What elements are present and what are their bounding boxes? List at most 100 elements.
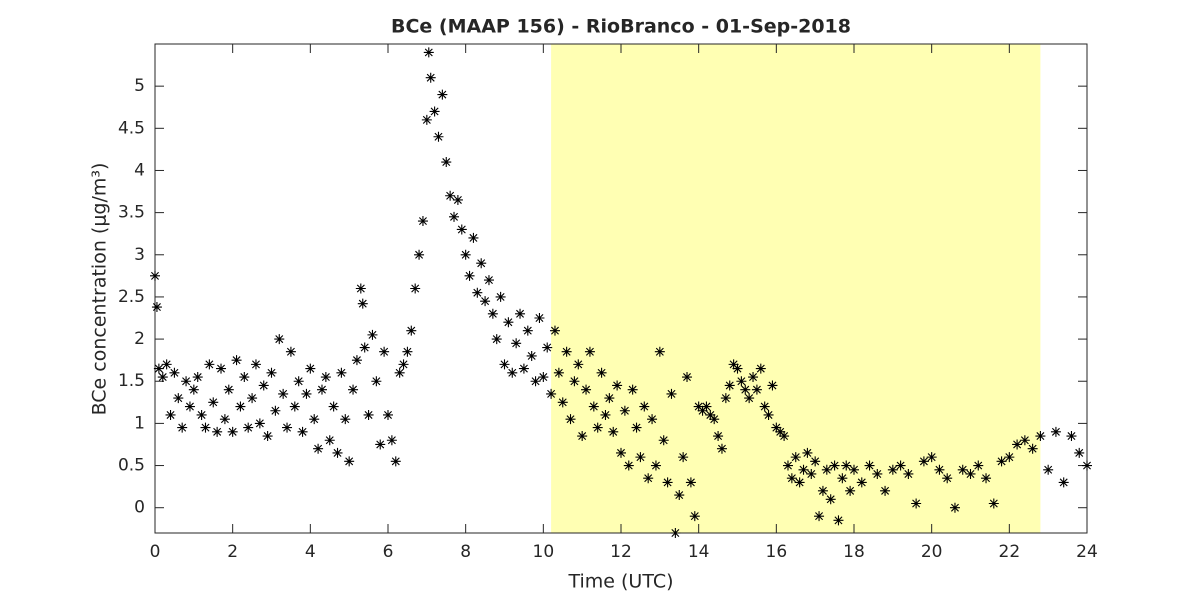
data-point [635, 452, 646, 463]
data-point [557, 397, 568, 408]
axes-box [154, 43, 1088, 534]
data-point [1066, 431, 1077, 442]
data-point [549, 325, 560, 336]
x-tick-label: 0 [150, 542, 161, 562]
data-point [313, 443, 324, 454]
x-tick-label: 14 [688, 542, 710, 562]
data-point [526, 350, 537, 361]
data-point [821, 464, 832, 475]
data-point [759, 401, 770, 412]
data-point [949, 502, 960, 513]
data-point [825, 494, 836, 505]
data-point [678, 452, 689, 463]
data-point [348, 384, 359, 395]
data-point [1082, 460, 1092, 471]
data-point [973, 460, 984, 471]
data-point [204, 359, 215, 370]
data-point [736, 376, 747, 387]
data-point [262, 431, 273, 442]
data-point [192, 372, 203, 383]
data-point [794, 477, 805, 488]
x-tick-label: 20 [921, 542, 943, 562]
data-point [744, 393, 755, 404]
data-point [266, 367, 277, 378]
y-tick-label: 2 [134, 329, 145, 349]
data-point [177, 422, 188, 433]
data-point [573, 359, 584, 370]
data-point [829, 460, 840, 471]
data-point [472, 287, 483, 298]
data-point [181, 376, 192, 387]
data-point [421, 114, 432, 125]
data-point [1050, 426, 1061, 437]
data-point [639, 401, 650, 412]
data-point [289, 401, 300, 412]
highlight-band [551, 44, 1041, 533]
data-point [546, 388, 557, 399]
y-tick-label: 1 [134, 413, 145, 433]
data-point [359, 342, 370, 353]
data-point [584, 346, 595, 357]
data-point [810, 456, 821, 467]
data-point [305, 363, 316, 374]
data-point [297, 426, 308, 437]
data-point [713, 431, 724, 442]
data-point [569, 376, 580, 387]
data-point [316, 384, 327, 395]
data-point [530, 376, 541, 387]
data-point [476, 258, 487, 269]
data-point [662, 477, 673, 488]
data-point [588, 401, 599, 412]
data-point [670, 528, 681, 538]
data-point [394, 367, 405, 378]
data-point [965, 468, 976, 479]
y-axis-label: BCe concentration (μg/m³) [89, 163, 111, 416]
y-tick-label: 4.5 [118, 118, 145, 138]
data-point [414, 249, 425, 260]
data-point [151, 302, 162, 313]
data-point [456, 224, 467, 235]
data-point [200, 422, 211, 433]
data-point [449, 211, 460, 222]
data-point [814, 511, 825, 522]
data-point [278, 388, 289, 399]
data-point [212, 426, 223, 437]
data-point [534, 313, 545, 324]
data-point [740, 384, 751, 395]
data-point [716, 443, 727, 454]
data-point [911, 498, 922, 509]
data-point [157, 372, 168, 383]
data-point [786, 473, 797, 484]
data-point [685, 477, 696, 488]
y-tick-label: 3.5 [118, 203, 145, 223]
data-point [460, 249, 471, 260]
data-point [417, 216, 428, 227]
data-point [918, 456, 929, 467]
data-point [332, 447, 343, 458]
data-point [565, 414, 576, 425]
x-tick-label: 4 [305, 542, 316, 562]
data-point [324, 435, 335, 446]
data-point [763, 409, 774, 420]
data-point [880, 485, 891, 496]
data-point [487, 308, 498, 319]
data-point [165, 409, 176, 420]
data-point [340, 414, 351, 425]
data-point [468, 232, 479, 243]
data-point [872, 468, 883, 479]
data-point [196, 409, 207, 420]
data-point [903, 468, 914, 479]
data-point [561, 346, 572, 357]
data-point [724, 380, 735, 391]
y-tick-label: 3 [134, 245, 145, 265]
data-point [328, 401, 339, 412]
data-point [701, 401, 712, 412]
data-point [441, 157, 452, 168]
data-point [429, 106, 440, 117]
data-point [367, 329, 378, 340]
y-tick-label: 2.5 [118, 287, 145, 307]
data-point [153, 363, 164, 374]
data-point [161, 359, 172, 370]
data-point [1058, 477, 1069, 488]
